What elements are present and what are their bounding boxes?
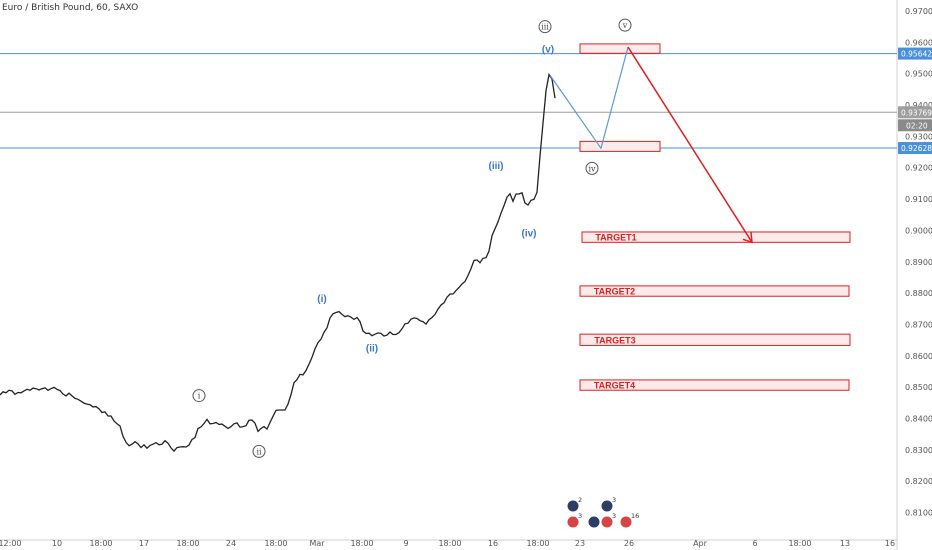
wave-label: (v) [542,45,554,56]
wave-label-circle [585,161,599,175]
target-label: TARGET4 [594,381,635,391]
wave-label: v [622,21,628,30]
price-tag [898,142,932,155]
event-badge-count: 3 [612,512,616,520]
x-tick-label: 16 [885,539,895,548]
wave-label: (iv) [522,229,537,240]
wave-label-circle [192,389,206,403]
x-tick-label: 12:00 [0,539,22,548]
event-badge-icon[interactable] [619,515,633,529]
x-tick-label: 9 [403,539,408,548]
event-badge-icon[interactable] [587,515,601,529]
target-zone [579,285,850,297]
arrow-head [742,232,753,244]
x-tick-label: 18:00 [350,539,373,548]
price-tag-label: 0.93769 [901,108,932,117]
projection-blue-line [549,46,629,150]
x-tick-label: 23 [575,539,585,548]
event-badge-icon[interactable] [600,499,614,513]
event-badge-count: 3 [578,512,582,520]
price-series-line [0,72,556,453]
x-tick-label: 26 [624,539,634,548]
x-tick-label: 16 [488,539,498,548]
wave-label: (iii) [489,161,504,172]
x-tick-label: Apr [693,539,708,548]
x-tick-label: 24 [226,539,236,548]
event-badge-icon[interactable] [566,499,580,513]
wave-label: (i) [317,294,326,305]
target-zone [579,379,850,391]
target-zone [579,333,851,346]
countdown-tag [898,119,932,132]
wave-label: iv [588,164,596,173]
price-tag-label: 0.95642 [901,50,932,59]
chart-title: Euro / British Pound, 60, SAXO [2,3,139,13]
target-label: TARGET1 [595,233,636,243]
event-badge-count: 2 [578,496,582,504]
event-badge-icon[interactable] [600,515,614,529]
wave-label: i [198,392,201,401]
projection-red-line [627,46,753,243]
countdown-label: 02:20 [906,121,928,130]
x-tick-label: 18:00 [526,539,549,548]
x-tick-label: 18:00 [788,539,811,548]
x-tick-label: Mar [309,539,325,548]
x-tick-label: 18:00 [264,539,287,548]
y-tick-label: 0.81000 [905,509,932,518]
x-tick-label: 17 [139,539,149,548]
wave-label-circle [538,20,552,34]
event-badge-count: 16 [631,512,639,520]
x-tick-label: 13 [840,539,850,548]
event-badge-count: 3 [612,496,616,504]
wave-label: ii [256,447,262,456]
event-badge-icon[interactable] [566,515,580,529]
wave-label-circle [618,18,632,32]
target-zone [581,231,851,243]
price-tag [898,47,932,60]
x-tick-label: 18:00 [438,539,461,548]
wave-label-circle [252,444,266,458]
target-label: TARGET3 [594,335,635,345]
target-label: TARGET2 [594,287,635,297]
price-tag-label: 0.92628 [901,144,932,153]
wave-label: (ii) [366,344,378,355]
x-tick-label: 6 [752,539,757,548]
wave-label: iii [541,23,549,32]
reversal-zone [579,43,661,54]
x-tick-label: 18:00 [176,539,199,548]
price-tag [898,106,932,119]
x-tick-label: 10 [52,539,62,548]
reversal-zone [579,140,661,152]
x-tick-label: 18:00 [89,539,112,548]
